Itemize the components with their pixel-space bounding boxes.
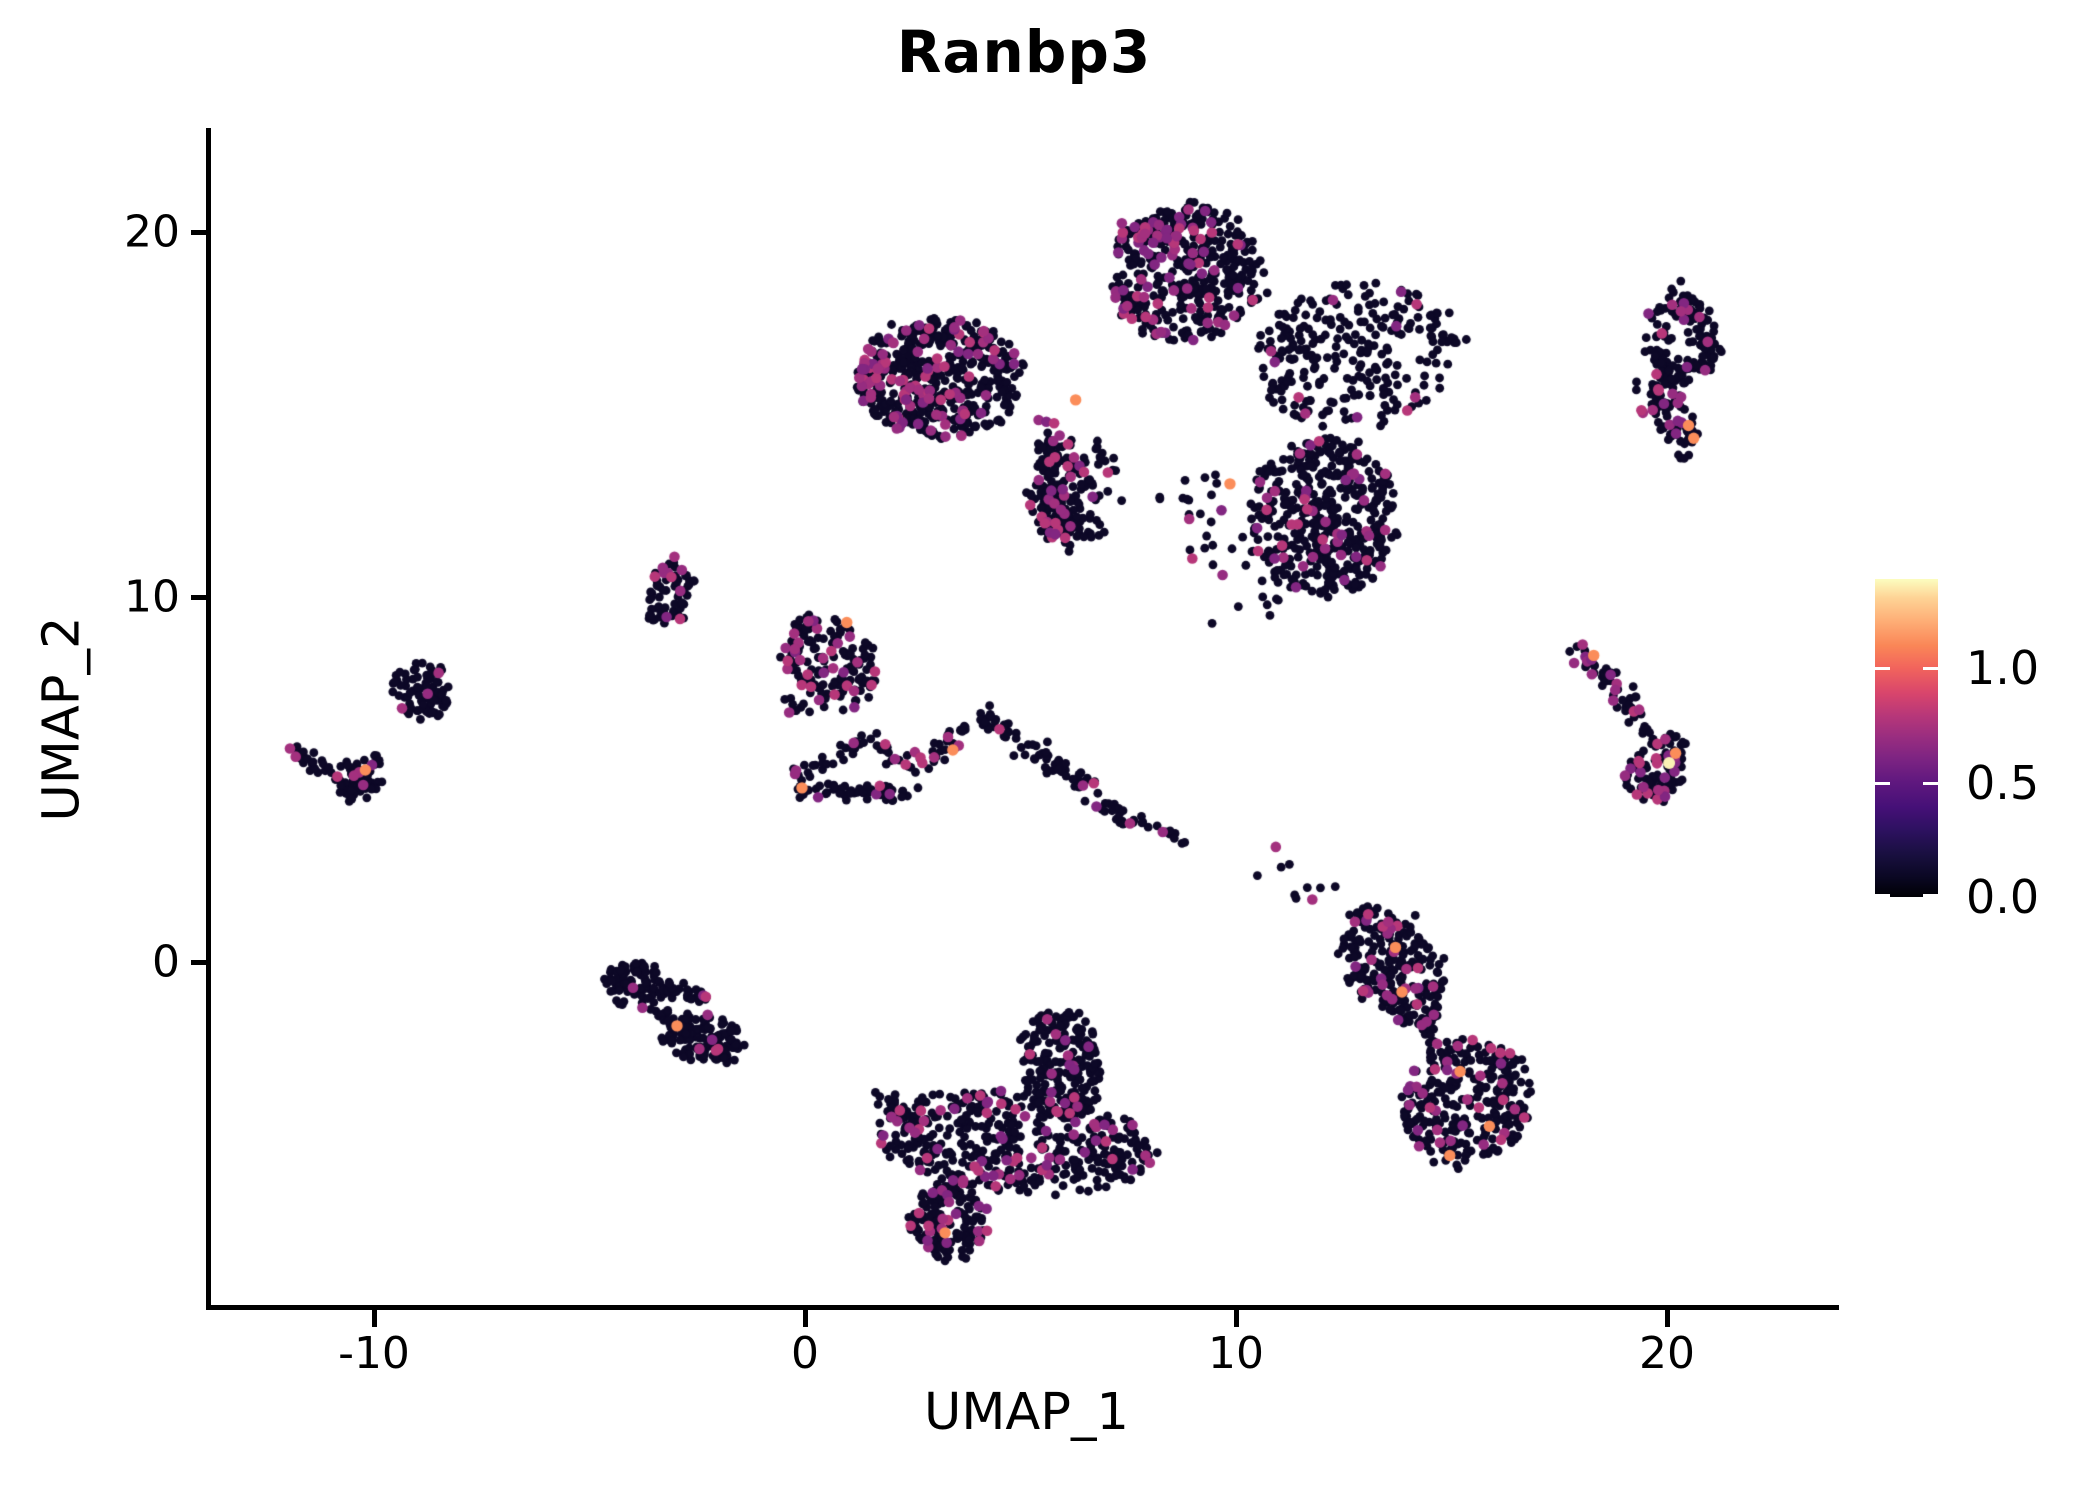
x-tick-mark — [372, 1310, 377, 1327]
x-tick-mark — [1234, 1310, 1239, 1327]
x-axis-title: UMAP_1 — [924, 1383, 1129, 1442]
x-tick-label: -10 — [338, 1328, 410, 1379]
y-tick-label: 10 — [124, 571, 180, 623]
colorbar-tick-label: 1.0 — [1966, 641, 2040, 695]
expression-colorbar — [1875, 579, 1938, 897]
y-tick-mark — [191, 230, 208, 235]
colorbar-tick-mark — [1875, 667, 1890, 670]
colorbar-tick-label: 0.5 — [1966, 756, 2040, 810]
colorbar-tick-mark — [1923, 894, 1938, 897]
x-tick-mark — [1665, 1310, 1670, 1327]
colorbar-tick-mark — [1875, 782, 1890, 785]
colorbar-tick-mark — [1923, 667, 1938, 670]
y-tick-mark — [191, 595, 208, 600]
y-tick-mark — [191, 960, 208, 965]
y-axis-title: UMAP_2 — [32, 616, 92, 822]
x-tick-label: 10 — [1208, 1328, 1264, 1379]
colorbar-tick-label: 0.0 — [1966, 870, 2040, 924]
x-tick-label: 0 — [791, 1328, 819, 1379]
x-axis-spine — [206, 1305, 1839, 1310]
y-tick-label: 0 — [152, 936, 180, 988]
y-tick-label: 20 — [124, 206, 180, 258]
plot-title: Ranbp3 — [896, 18, 1152, 86]
colorbar-tick-mark — [1923, 782, 1938, 785]
x-tick-label: 20 — [1639, 1328, 1695, 1379]
x-tick-mark — [803, 1310, 808, 1327]
y-axis-spine — [206, 128, 211, 1310]
colorbar-tick-mark — [1875, 894, 1890, 897]
